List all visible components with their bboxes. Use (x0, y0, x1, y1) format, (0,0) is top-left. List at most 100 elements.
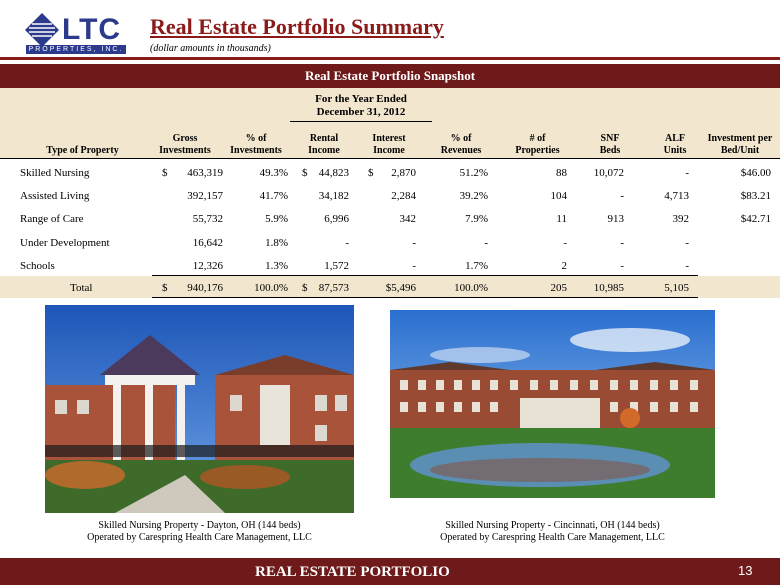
row-type: Range of Care (20, 213, 84, 225)
pct-revenues: 7.9% (465, 213, 488, 225)
total-gross-investments: 940,176 (187, 282, 223, 294)
properties-count: 11 (556, 213, 567, 225)
investment-per-unit: $42.71 (740, 213, 771, 225)
snf-beds: - (620, 190, 624, 202)
rental-income: - (345, 237, 349, 249)
page-title: Real Estate Portfolio Summary (150, 14, 444, 39)
snf-beds: - (620, 237, 624, 249)
rental-income: 6,996 (324, 213, 349, 225)
alf-units: - (685, 167, 689, 179)
interest-currency: $ (368, 167, 374, 179)
cincinnati-property-photo (390, 310, 715, 498)
pct-revenues: 51.2% (459, 167, 488, 179)
rental-currency: $ (302, 167, 308, 179)
col-header-rental: Rental Income (308, 133, 340, 156)
logo-subtext: PROPERTIES, INC. (26, 45, 126, 54)
period-underline (290, 121, 432, 122)
rental-income: 44,823 (318, 167, 349, 179)
interest-income: 2,870 (391, 167, 416, 179)
col-header-pct-revenues: % of Revenues (440, 133, 482, 156)
total-rule (152, 297, 698, 298)
cincinnati-caption-line-2: Operated by Carespring Health Care Manag… (440, 532, 665, 543)
properties-count: 104 (550, 190, 568, 202)
col-header-type: Type of Property (46, 145, 119, 156)
properties-count: - (563, 237, 567, 249)
page-number: 13 (738, 563, 753, 578)
dayton-caption-line-1: Skilled Nursing Property - Dayton, OH (1… (98, 520, 301, 531)
alf-units: - (685, 237, 689, 249)
row-type: Schools (20, 260, 55, 272)
pct-revenues: 1.7% (465, 260, 488, 272)
interest-income: - (412, 260, 416, 272)
cincinnati-photo-caption: Skilled Nursing Property - Cincinnati, O… (390, 520, 715, 544)
pct-investments: 1.8% (265, 237, 288, 249)
alf-units: 392 (672, 213, 690, 225)
total-alf-units: 5,105 (664, 282, 689, 294)
total-rental-currency: $ (302, 282, 308, 294)
pct-revenues: - (484, 237, 488, 249)
col-header-properties: # of Properties (515, 133, 560, 156)
header-divider (0, 158, 780, 159)
dayton-photo-caption: Skilled Nursing Property - Dayton, OH (1… (45, 520, 354, 544)
total-interest-income: $5,496 (385, 282, 416, 294)
alf-units: 4,713 (664, 190, 689, 202)
gross-investments: 16,642 (192, 237, 223, 249)
total-rental-income: 87,573 (318, 282, 349, 294)
gross-investments: 392,157 (187, 190, 223, 202)
properties-count: 88 (556, 167, 567, 179)
table-header-band (0, 88, 780, 158)
snf-beds: - (620, 260, 624, 272)
pct-revenues: 39.2% (459, 190, 488, 202)
col-header-gross: Gross Investments (159, 133, 211, 156)
row-type: Under Development (20, 237, 110, 249)
gross-currency: $ (162, 167, 168, 179)
page-subtitle: (dollar amounts in thousands) (150, 43, 271, 54)
total-gross-currency: $ (162, 282, 168, 294)
col-header-interest: Interest Income (372, 133, 406, 156)
interest-income: - (412, 237, 416, 249)
gross-investments: 463,319 (187, 167, 223, 179)
row-type: Assisted Living (20, 190, 90, 202)
logo-letters: LTC (62, 13, 122, 46)
footer-bar (0, 558, 780, 585)
period-line-1: For the Year Ended (315, 93, 407, 105)
interest-income: 2,284 (391, 190, 416, 202)
pct-investments: 41.7% (259, 190, 288, 202)
cincinnati-photo-illustration (390, 310, 715, 498)
investment-per-unit: $83.21 (740, 190, 771, 202)
total-pct-revenues: 100.0% (454, 282, 488, 294)
pct-investments: 1.3% (265, 260, 288, 272)
total-snf-beds: 10,985 (593, 282, 624, 294)
period-line-2: December 31, 2012 (316, 106, 406, 118)
total-row-band (0, 276, 780, 298)
company-logo: LTC PROPERTIES, INC. (24, 12, 128, 54)
col-header-alf-units: ALF Units (663, 133, 687, 156)
investment-per-unit: $46.00 (740, 167, 771, 179)
properties-count: 2 (561, 260, 568, 272)
gross-investments: 12,326 (192, 260, 223, 272)
logo-diamond-icon (25, 13, 59, 47)
title-divider (0, 57, 780, 60)
total-pct-investments: 100.0% (254, 282, 288, 294)
cincinnati-caption-line-1: Skilled Nursing Property - Cincinnati, O… (445, 520, 660, 531)
col-header-pct-investments: % of Investments (230, 133, 282, 156)
col-header-investment-per: Investment per Bed/Unit (707, 133, 773, 156)
rental-income: 34,182 (318, 190, 349, 202)
row-type: Skilled Nursing (20, 167, 90, 179)
interest-income: 342 (399, 213, 417, 225)
rental-income: 1,572 (324, 260, 349, 272)
dayton-photo-illustration (45, 305, 354, 513)
snf-beds: 10,072 (593, 167, 624, 179)
gross-investments: 55,732 (192, 213, 223, 225)
footer-section-label: REAL ESTATE PORTFOLIO (255, 564, 450, 580)
pct-investments: 5.9% (265, 213, 288, 225)
col-header-snf-beds: SNF Beds (599, 133, 621, 156)
subtotal-rule (152, 275, 698, 276)
snf-beds: 913 (607, 213, 625, 225)
dayton-property-photo (45, 305, 354, 513)
total-properties: 205 (550, 282, 568, 294)
total-label: Total (70, 282, 93, 294)
dayton-caption-line-2: Operated by Carespring Health Care Manag… (87, 532, 312, 543)
snapshot-title-bar: Real Estate Portfolio Snapshot (0, 64, 780, 88)
alf-units: - (685, 260, 689, 272)
